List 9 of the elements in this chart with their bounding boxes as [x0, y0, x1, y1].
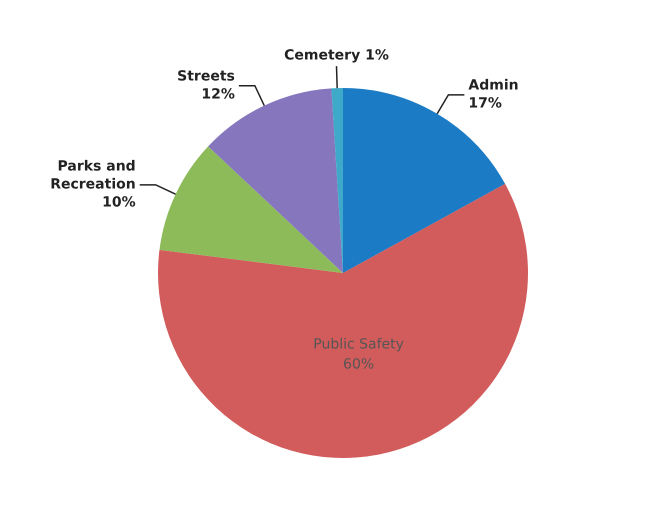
- slice-label: Parks and Recreation: [50, 158, 136, 193]
- data-label: 60%: [343, 356, 374, 372]
- slice-label: Admin: [468, 77, 519, 94]
- slice-label: Streets: [177, 68, 235, 84]
- slice-label: Public Safety: [313, 336, 404, 352]
- data-label: 12%: [201, 86, 235, 102]
- data-label: 10%: [102, 194, 136, 211]
- data-label: 17%: [468, 95, 502, 112]
- slice-label: Cemetery 1%: [284, 48, 389, 64]
